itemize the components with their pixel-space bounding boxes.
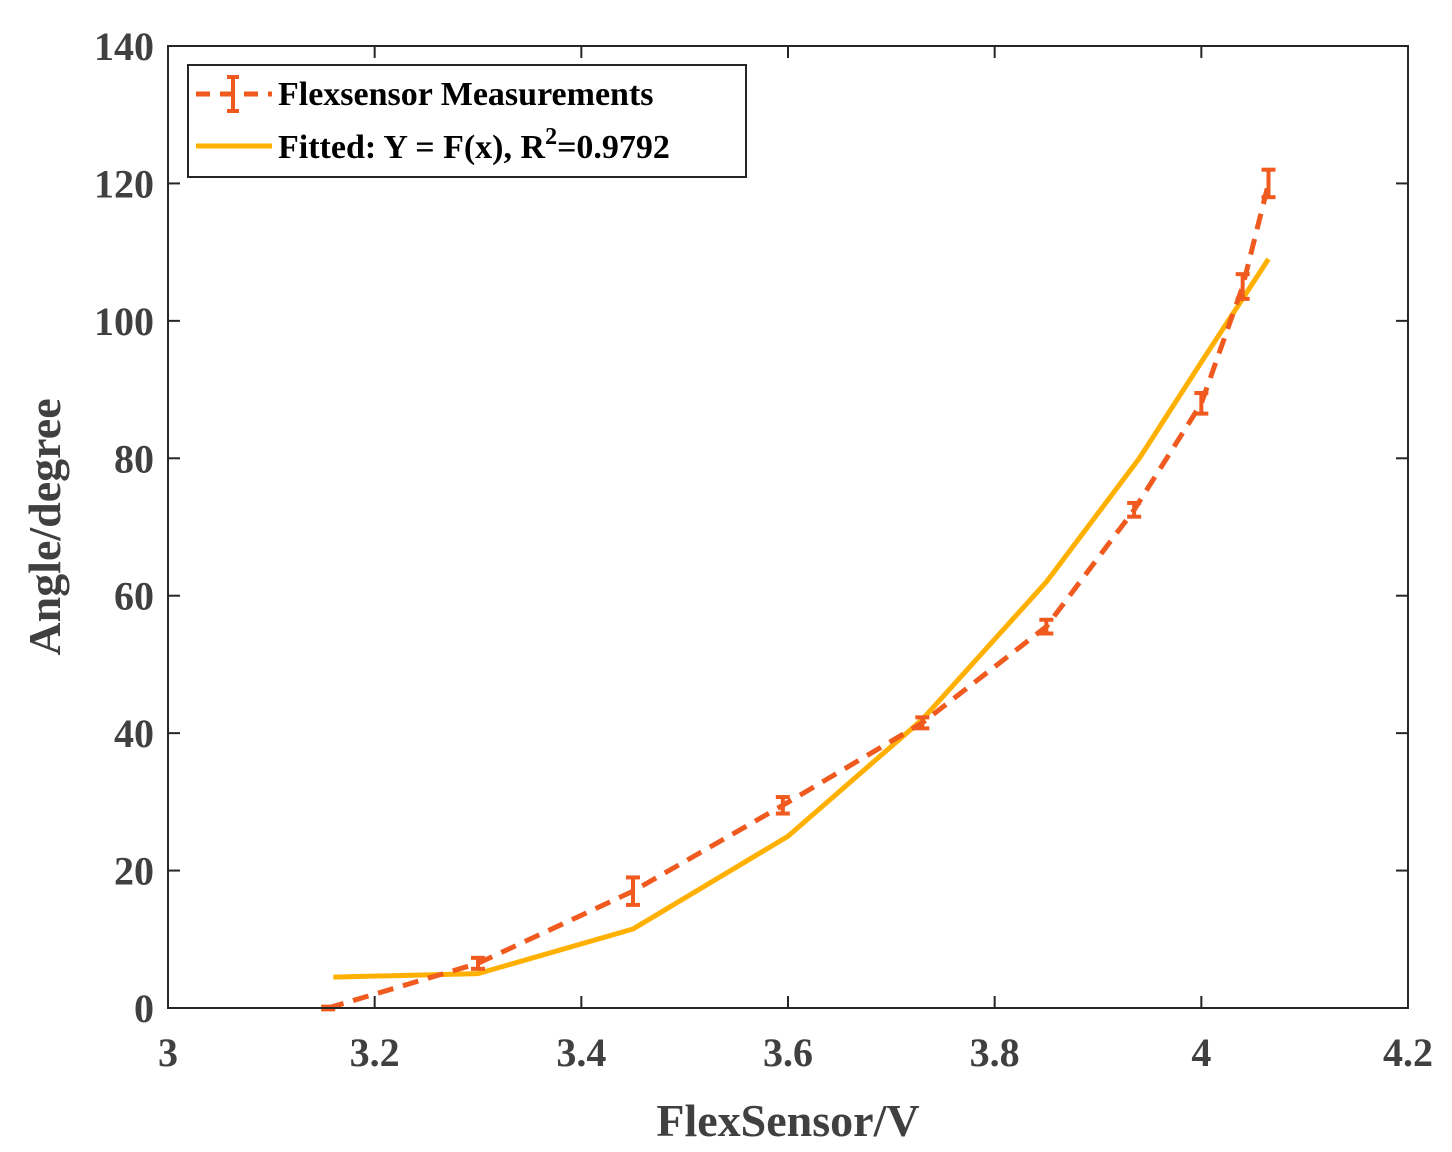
x-tick-label: 3.2 [350, 1030, 400, 1075]
legend-swatch-measurements [196, 75, 272, 113]
x-tick-label: 3.6 [763, 1030, 813, 1075]
legend-fitted-prefix: Fitted: Y = F(x), R [278, 129, 545, 166]
measurement-errorbar [1194, 391, 1209, 416]
x-tick-label: 4.2 [1383, 1030, 1433, 1075]
x-tick-label: 4 [1191, 1030, 1211, 1075]
y-tick-label: 20 [114, 849, 154, 894]
x-tick-label: 3.4 [556, 1030, 606, 1075]
legend-label-measurements: Flexsensor Measurements [278, 76, 654, 113]
y-tick-label: 0 [134, 986, 154, 1031]
measurement-errorbar [626, 875, 640, 907]
fitted-curve-line [333, 257, 1271, 980]
y-tick-label: 140 [94, 24, 154, 69]
measurement-errorbar [1235, 272, 1250, 301]
legend-fitted-sup: 2 [545, 124, 557, 150]
y-tick-label: 60 [114, 574, 154, 619]
plot-area-frame [167, 45, 1409, 1009]
x-tick-label: 3.8 [970, 1030, 1020, 1075]
legend-box [187, 64, 747, 178]
y-tick-label: 80 [114, 436, 154, 481]
y-tick-label: 120 [94, 161, 154, 206]
y-tick-label: 40 [114, 711, 154, 756]
legend: Flexsensor Measurements Fitted: Y = F(x)… [187, 64, 747, 178]
measurement-errorbar [1261, 167, 1276, 200]
y-axis-title: Angle/degree [19, 398, 70, 655]
measurement-errorbar [471, 955, 485, 971]
measurement-errorbar [915, 715, 930, 731]
y-tick-label: 100 [94, 299, 154, 344]
ticks [167, 45, 1409, 1009]
series [321, 167, 1276, 1012]
x-tick-label: 3 [158, 1030, 178, 1075]
tick-labels: 3 3.2 3.4 3.6 3.8 4 4.2 0 20 40 60 80 100 120 140 [94, 24, 1433, 1075]
measurement-errorbar [775, 795, 790, 816]
legend-label-fitted: Fitted: Y = F(x), R2=0.9792 [278, 124, 670, 166]
measurements-dashed-line [327, 182, 1271, 1011]
legend-fitted-suffix: =0.9792 [557, 129, 670, 166]
x-axis-title: FlexSensor/V [656, 1095, 919, 1146]
measurement-errorbar [1039, 617, 1054, 636]
measurement-errorbar [1127, 500, 1142, 519]
